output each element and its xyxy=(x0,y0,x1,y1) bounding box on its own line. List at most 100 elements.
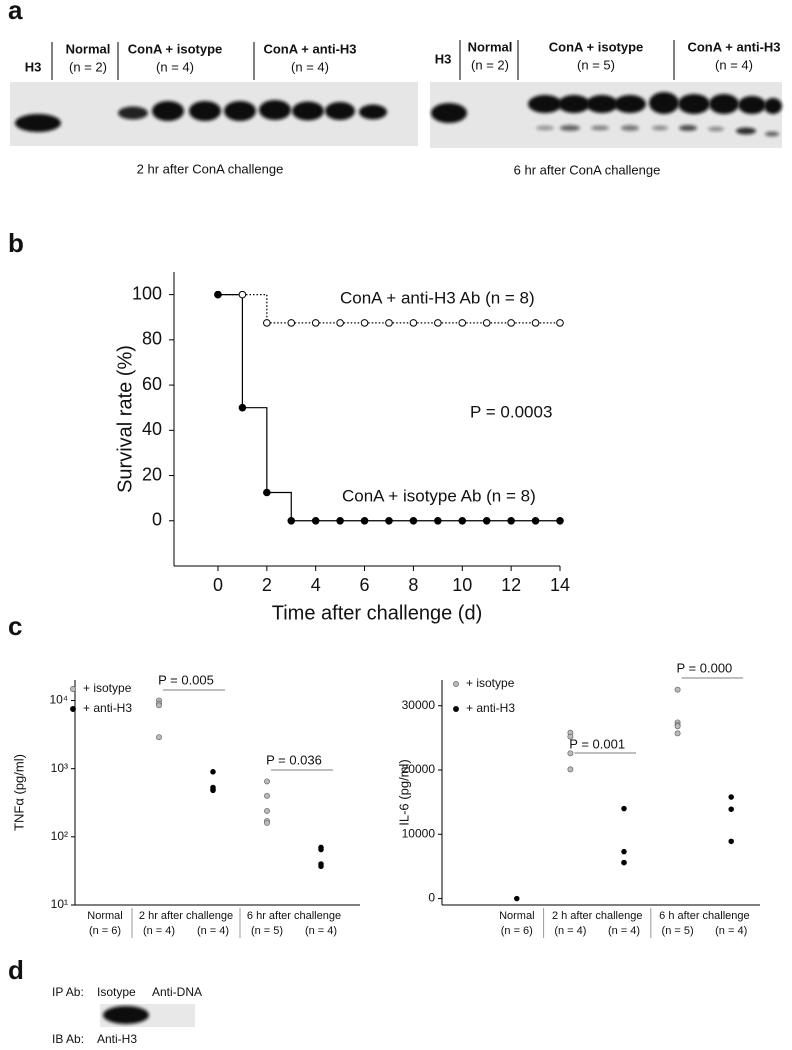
group-n: (n = 4) xyxy=(715,925,747,937)
x-axis-label: Time after challenge (d) xyxy=(272,602,482,624)
y-tick-label: 10000 xyxy=(402,826,436,840)
blot-band xyxy=(678,94,710,114)
group-n: (n = 4) xyxy=(608,925,640,937)
x-tick-label: 14 xyxy=(550,575,570,595)
ib-label: IB Ab: xyxy=(52,1032,84,1046)
x-tick-label: 8 xyxy=(408,575,418,595)
lane-title: Normal xyxy=(468,39,513,54)
data-point xyxy=(567,750,574,757)
data-point xyxy=(728,794,734,800)
data-point xyxy=(621,848,627,855)
step-line xyxy=(217,293,560,324)
survival-point xyxy=(482,516,491,525)
blot-band xyxy=(652,125,668,131)
blot-band xyxy=(765,131,779,137)
blot-band xyxy=(189,101,221,121)
group-label: Normal xyxy=(87,910,122,922)
blot-band xyxy=(359,104,387,120)
lane-n: (n = 4) xyxy=(156,59,194,74)
data-point xyxy=(514,895,520,902)
data-point xyxy=(674,723,681,730)
blot-band xyxy=(224,101,256,121)
lane-n: (n = 4) xyxy=(291,59,329,74)
data-point xyxy=(567,733,574,740)
blot-band xyxy=(591,125,609,131)
y-tick-label: 10¹ xyxy=(51,897,68,911)
p-value: P = 0.0003 xyxy=(470,402,552,421)
y-axis-label: IL-6 (pg/ml) xyxy=(396,759,411,825)
legend-label: + anti-H3 xyxy=(466,701,515,715)
blot-band xyxy=(649,92,679,114)
blot-band xyxy=(736,127,756,135)
survival-point xyxy=(263,488,271,497)
step-line xyxy=(217,294,560,522)
survival-point xyxy=(385,516,393,525)
group-n: (n = 6) xyxy=(501,925,533,937)
data-point xyxy=(264,819,270,826)
survival-point xyxy=(458,516,467,525)
marker-label: H3 xyxy=(435,51,452,66)
legend-marker xyxy=(453,706,459,712)
data-point xyxy=(728,838,734,845)
lane-title: ConA + isotype xyxy=(128,41,223,56)
blot-band xyxy=(586,95,618,113)
survival-point xyxy=(336,319,344,327)
data-point xyxy=(210,769,216,775)
blot-band xyxy=(431,103,467,123)
x-tick-label: 4 xyxy=(311,575,321,595)
y-tick-label: 10² xyxy=(51,829,68,843)
lane-n: (n = 2) xyxy=(69,59,107,74)
blot xyxy=(430,82,782,148)
blot-band xyxy=(15,114,61,132)
y-tick-label: 20000 xyxy=(402,762,436,776)
p-value: P = 0.000 xyxy=(677,660,733,675)
y-tick-label: 10³ xyxy=(51,761,68,775)
y-tick-label: 60 xyxy=(142,374,162,394)
ip-lane: Isotype xyxy=(97,985,136,999)
group-n: (n = 5) xyxy=(251,925,283,937)
blot-band xyxy=(536,125,554,131)
blot-band xyxy=(621,125,639,131)
group-label: 6 hr after challenge xyxy=(247,910,341,922)
data-point xyxy=(318,846,324,853)
ip-lane: Anti-DNA xyxy=(152,985,202,999)
survival-point xyxy=(507,516,515,525)
group-label: 6 h after challenge xyxy=(659,910,750,922)
survival-point xyxy=(238,403,247,412)
legend-marker xyxy=(70,706,76,712)
survival-point xyxy=(360,319,369,327)
data-point xyxy=(210,787,216,794)
survival-point xyxy=(434,516,442,525)
x-tick-label: 2 xyxy=(262,575,272,595)
data-point xyxy=(264,792,270,799)
survival-point xyxy=(434,319,442,327)
ip-label: IP Ab: xyxy=(52,985,84,999)
blot-band xyxy=(325,102,355,120)
survival-point xyxy=(263,319,271,327)
data-point xyxy=(621,859,627,866)
data-point xyxy=(264,807,270,814)
group-label: Normal xyxy=(499,910,534,922)
blot-band xyxy=(560,125,580,131)
group-label: 2 hr after challenge xyxy=(139,910,233,922)
survival-point xyxy=(311,516,320,525)
survival-point xyxy=(531,319,540,327)
survival-point xyxy=(458,319,467,327)
y-tick-label: 20 xyxy=(142,464,162,484)
data-point xyxy=(621,805,627,812)
p-value: P = 0.036 xyxy=(266,752,322,767)
x-tick-label: 10 xyxy=(452,575,472,595)
y-tick-label: 100 xyxy=(132,283,162,303)
group-label: 2 h after challenge xyxy=(552,910,643,922)
series-annotation: ConA + isotype Ab (n = 8) xyxy=(342,486,536,505)
survival-point xyxy=(287,319,296,327)
panel-label: b xyxy=(8,228,24,258)
group-n: (n = 4) xyxy=(143,925,175,937)
group-n: (n = 5) xyxy=(662,925,694,937)
lane-title: ConA + anti-H3 xyxy=(263,41,356,56)
blot-band xyxy=(679,125,697,131)
blot-band xyxy=(764,98,782,114)
survival-point xyxy=(556,319,564,327)
data-point xyxy=(674,730,681,737)
